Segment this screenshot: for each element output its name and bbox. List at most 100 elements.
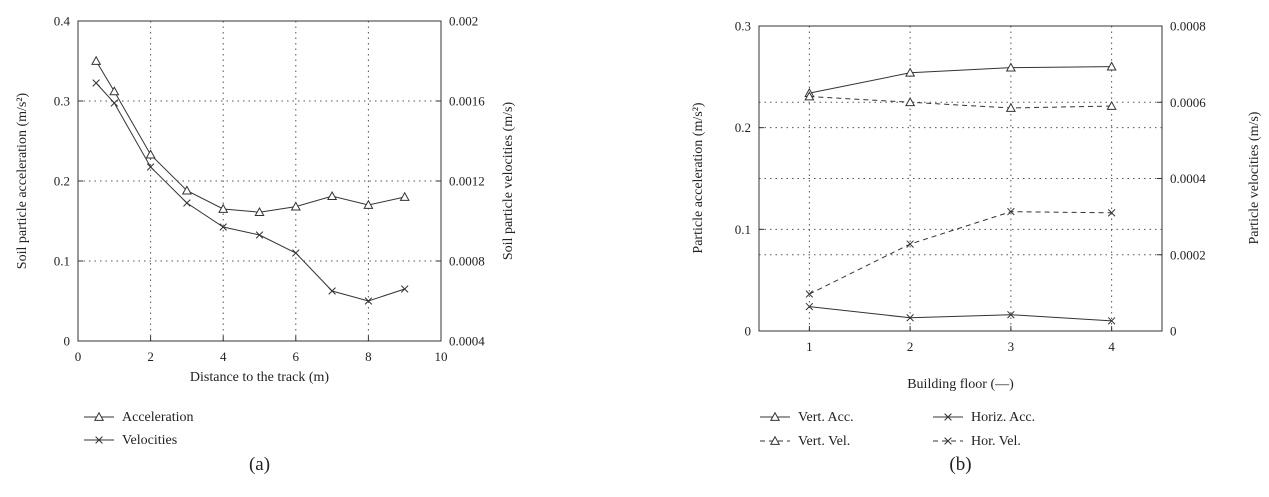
chart-a: 0 2 4 6 8 10 0 0.1 0.2 0.3 0.4 0.0004 0.0008 0.0012 0.… — [15, 14, 516, 476]
chart-a-x-tick-label-0: 0 — [75, 349, 82, 364]
chart-a-series-acceleration-point-8 — [363, 199, 374, 209]
chart-a-ticks: 0 2 4 6 8 10 0 0.1 0.2 0.3 0.4 0.0004 0.0008 0.0012 0.… — [54, 14, 486, 365]
chart-a-series-acceleration-point-1 — [109, 86, 120, 96]
chart-a-series-acceleration-point-9 — [399, 191, 410, 201]
chart-a-series-acceleration-point-2 — [145, 149, 156, 159]
chart-a-y2-tick-label-1: 0.0008 — [449, 254, 485, 269]
chart-b-legend-item-horiz-acc: Horiz. Acc. — [933, 410, 1035, 425]
chart-a-series-acceleration-point-5 — [254, 206, 265, 217]
chart-b-y2-tick-label-1: 0.0002 — [1170, 247, 1206, 262]
chart-b-y2-tick-label-3: 0.0006 — [1170, 95, 1206, 110]
chart-b-x-tick-label-3: 4 — [1108, 339, 1115, 354]
chart-a-y2-tick-label-3: 0.0016 — [449, 94, 485, 109]
chart-b-x-tick-label-1: 2 — [907, 339, 914, 354]
chart-b-legend-item-hor-vel: Hor. Vel. — [933, 434, 1021, 449]
chart-b-series-horiz-acc-point-3 — [1107, 317, 1116, 325]
chart-b-y2-tick-label-2: 0.0004 — [1170, 171, 1206, 186]
chart-b-series-vert-acc-point-1 — [905, 67, 916, 77]
chart-a-series-velocities-point-8 — [364, 297, 373, 305]
chart-a-y-tick-label-3: 0.3 — [54, 94, 70, 109]
chart-a-legend-item-velocities: Velocities — [84, 433, 177, 448]
chart-a-series-velocities-point-7 — [328, 287, 336, 295]
chart-b-series-hor-vel-point-3 — [1107, 209, 1116, 217]
chart-b-series-vert-acc-point-3 — [1106, 61, 1117, 71]
chart-b-y-tick-label-0: 0 — [745, 324, 752, 339]
chart-a-legend-label-acceleration: Acceleration — [122, 410, 194, 425]
chart-b: 1 2 3 400.10.20.300.00020.00040.00060.0008 … — [691, 19, 1262, 476]
chart-a-series-velocities-line — [95, 82, 405, 302]
chart-a-series-velocities-point-5 — [255, 231, 264, 239]
chart-b-y-tick-label-2: 0.2 — [735, 120, 751, 135]
chart-b-series-hor-vel-line — [809, 211, 1112, 295]
chart-a-caption: (a) — [249, 454, 270, 475]
chart-a-x-tick-label-3: 6 — [293, 349, 300, 364]
chart-a-series-acceleration-point-3 — [181, 185, 192, 195]
chart-b-series-vert-vel-point-0 — [804, 91, 815, 101]
chart-a-series-acceleration-point-4 — [218, 203, 229, 213]
chart-a-series-velocities-point-6 — [292, 249, 300, 257]
chart-b-series-horiz-acc-point-2 — [1007, 310, 1015, 319]
chart-a-legend-marker-velocities — [95, 436, 103, 444]
chart-b-frame — [758, 25, 1163, 332]
chart-b-legend-item-vert-acc: Vert. Acc. — [760, 410, 854, 425]
chart-a-x-tick-label-5: 10 — [435, 349, 448, 364]
chart-b-series-hor-vel-point-1 — [906, 240, 914, 248]
chart-a-y-tick-label-1: 0.1 — [54, 254, 70, 269]
chart-b-series-vert-vel-point-2 — [1005, 102, 1016, 112]
chart-a-series-velocities-point-4 — [219, 223, 227, 231]
chart-a-series-velocities-point-9 — [400, 285, 409, 293]
chart-b-legend-marker-hor-vel — [944, 437, 952, 445]
chart-a-legend-label-velocities: Velocities — [122, 433, 177, 448]
chart-b-series-horiz-acc-point-0 — [805, 302, 814, 311]
chart-b-series-vert-vel-point-3 — [1106, 100, 1117, 110]
chart-b-y-tick-label-3: 0.3 — [735, 19, 751, 34]
chart-b-y2-axis-label: Particle velocities (m/s) — [1247, 111, 1262, 244]
chart-a-legend: Acceleration Velocities — [84, 410, 194, 448]
chart-b-x-tick-label-2: 3 — [1008, 339, 1015, 354]
chart-b-y-tick-label-1: 0.1 — [735, 222, 751, 237]
chart-b-series — [804, 61, 1117, 325]
chart-b-series-vert-vel-line — [809, 96, 1112, 109]
chart-b-series-hor-vel-point-2 — [1007, 207, 1015, 216]
chart-b-series-vert-vel-point-1 — [905, 97, 916, 107]
chart-a-y-tick-label-0: 0 — [64, 334, 71, 349]
chart-a-x-tick-label-1: 2 — [147, 349, 154, 364]
chart-b-legend-label-horiz-acc: Horiz. Acc. — [971, 410, 1035, 425]
chart-a-series-velocities-point-3 — [183, 199, 191, 207]
chart-b-x-axis-label: Building floor (—) — [907, 377, 1014, 392]
chart-b-y-axis-label: Particle acceleration (m/s²) — [691, 102, 706, 253]
chart-a-y2-tick-label-2: 0.0012 — [449, 174, 485, 189]
chart-a-series-acceleration-point-7 — [327, 190, 338, 201]
chart-a-x-tick-label-4: 8 — [365, 349, 372, 364]
chart-b-grid — [759, 26, 1162, 331]
chart-b-caption: (b) — [949, 454, 971, 475]
chart-a-y2-tick-label-4: 0.002 — [449, 14, 478, 29]
chart-b-y2-tick-label-4: 0.0008 — [1170, 19, 1206, 34]
chart-b-y2-tick-label-0: 0 — [1170, 324, 1177, 339]
chart-a-y2-axis-label: Soil particle velocities (m/s) — [501, 102, 516, 261]
chart-b-legend-label-hor-vel: Hor. Vel. — [971, 434, 1021, 449]
chart-b-legend-item-vert-vel: Vert. Vel. — [760, 434, 850, 449]
chart-a-x-tick-label-2: 4 — [220, 349, 227, 364]
chart-b-legend: Vert. Acc. Horiz. Acc. Vert. Vel. Hor. Vel. — [760, 410, 1035, 449]
chart-a-series-velocities-point-0 — [92, 79, 100, 87]
chart-a-series-acceleration-point-0 — [91, 55, 102, 65]
chart-a-series — [91, 55, 410, 305]
chart-b-series-horiz-acc-point-1 — [906, 314, 914, 322]
chart-a-grid — [78, 21, 441, 341]
chart-a-series-acceleration-line — [95, 60, 405, 213]
chart-b-legend-label-vert-acc: Vert. Acc. — [798, 410, 854, 425]
chart-b-ticks: 1 2 3 4 0 0.1 0.2 0.3 0 0.0002 0.0004 0.0006 0.0008 — [735, 19, 1207, 355]
chart-a-legend-marker-acceleration — [93, 411, 105, 421]
chart-b-legend-label-vert-vel: Vert. Vel. — [798, 434, 850, 449]
chart-a-y2-tick-label-0: 0.0004 — [449, 334, 485, 349]
chart-a-series-velocities-point-2 — [146, 163, 155, 171]
chart-b-series-vert-acc-line — [809, 66, 1112, 94]
chart-a-y-axis-label: Soil particle acceleration (m/s²) — [15, 92, 30, 269]
chart-a-series-velocities-point-1 — [110, 99, 119, 107]
chart-a-series-acceleration-point-6 — [290, 201, 301, 211]
chart-a-legend-item-acceleration: Acceleration — [84, 410, 194, 425]
chart-b-legend-marker-horiz-acc — [944, 413, 952, 421]
chart-b-legend-marker-vert-acc — [769, 411, 781, 421]
